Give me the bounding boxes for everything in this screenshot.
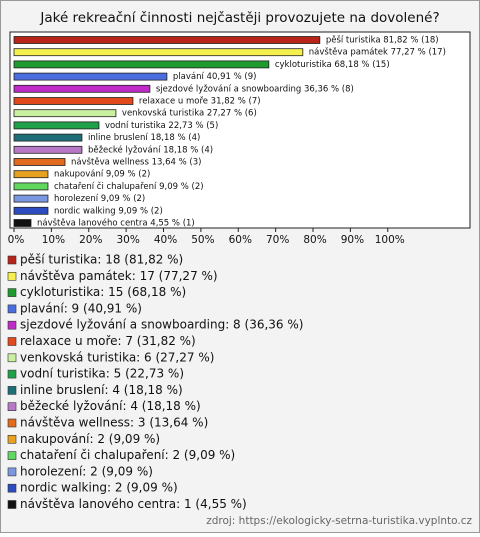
bar	[13, 60, 270, 69]
data-label: plavání 40,91 % (9)	[173, 72, 257, 82]
legend-label: sjezdové lyžování a snowboarding: 8 (36,…	[20, 318, 303, 332]
data-label: horolezení 9,09 % (2)	[54, 194, 145, 204]
data-label: relaxace u moře 31,82 % (7)	[139, 97, 261, 107]
legend-label: cykloturistika: 15 (68,18 %)	[20, 285, 186, 299]
legend-swatch	[7, 467, 17, 477]
data-label: sjezdové lyžování a snowboarding 36,36 %…	[156, 83, 354, 94]
x-tick-label: 50%	[191, 234, 214, 246]
bar	[13, 170, 49, 179]
legend-label: běžecké lyžování: 4 (18,18 %)	[20, 399, 201, 413]
legend-swatch	[7, 255, 17, 265]
legend-swatch	[7, 418, 17, 428]
data-label: inline bruslení 18,18 % (4)	[88, 133, 200, 143]
legend-swatch	[7, 483, 17, 493]
bar	[13, 194, 49, 203]
legend-swatch	[7, 369, 17, 379]
legend-swatch	[7, 353, 17, 363]
data-label: běžecké lyžování 18,18 % (4)	[88, 144, 213, 155]
legend-label: relaxace u moře: 7 (31,82 %)	[20, 334, 196, 348]
bar	[13, 206, 49, 215]
x-tick-label: 80%	[303, 234, 326, 246]
x-tick-label: 10%	[42, 234, 65, 246]
legend-swatch	[7, 320, 17, 330]
legend-label: nordic walking: 2 (9,09 %)	[20, 481, 178, 495]
bar	[13, 158, 66, 166]
legend-label: horolezení: 2 (9,09 %)	[20, 464, 153, 478]
bar	[13, 97, 134, 105]
bar	[13, 121, 100, 130]
legend-label: chataření či chalupaření: 2 (9,09 %)	[20, 448, 235, 462]
x-tick-label: 40%	[154, 234, 177, 246]
data-label: nordic walking 9,09 % (2)	[54, 206, 163, 216]
legend-swatch	[7, 434, 17, 444]
data-label: návštěva lanového centra 4,55 % (1)	[37, 218, 195, 229]
legend-label: návštěva památek: 17 (77,27 %)	[20, 269, 218, 283]
bar	[13, 84, 151, 93]
x-tick-label: 30%	[116, 234, 139, 246]
x-tick-label: 60%	[229, 234, 252, 246]
legend-label: vodní turistika: 5 (22,73 %)	[20, 367, 184, 381]
bar	[13, 145, 83, 154]
data-label: vodní turistika 22,73 % (5)	[105, 121, 218, 131]
legend-label: návštěva lanového centra: 1 (4,55 %)	[20, 497, 247, 511]
legend-label: venkovská turistika: 6 (27,27 %)	[20, 350, 214, 364]
bar	[13, 219, 32, 227]
legend-swatch	[7, 386, 17, 395]
x-tick-label: 0%	[8, 234, 25, 246]
x-tick-label: 70%	[266, 234, 289, 246]
bar	[13, 109, 117, 118]
legend-swatch	[7, 271, 17, 281]
legend-label: návštěva wellness: 3 (13,64 %)	[20, 416, 208, 430]
legend-label: nakupování: 2 (9,09 %)	[20, 432, 160, 446]
x-tick-label: 100%	[375, 234, 405, 246]
legend-swatch	[7, 451, 17, 460]
legend-swatch	[7, 304, 17, 314]
legend-label: plavání: 9 (40,91 %)	[20, 301, 142, 315]
chart-title: Jaké rekreační činnosti nejčastěji provo…	[39, 10, 439, 26]
legend-label: inline bruslení: 4 (18,18 %)	[20, 383, 183, 397]
x-tick-label: 90%	[341, 234, 364, 246]
data-label: návštěva památek 77,27 % (17)	[309, 47, 446, 58]
source: zdroj: https://ekologicky-setrna-turisti…	[206, 515, 472, 527]
data-label: chataření či chalupaření 9,09 % (2)	[54, 181, 204, 192]
legend-swatch	[7, 337, 17, 346]
bar	[13, 182, 49, 191]
legend-label: pěší turistika: 18 (81,82 %)	[20, 253, 183, 267]
legend-swatch	[7, 500, 17, 509]
bar	[13, 133, 83, 142]
legend-swatch	[7, 288, 17, 297]
data-label: venkovská turistika 27,27 % (6)	[122, 109, 257, 119]
data-label: návštěva wellness 13,64 % (3)	[71, 157, 202, 168]
legend-swatch	[7, 402, 17, 412]
data-label: pěší turistika 81,82 % (18)	[326, 35, 439, 46]
bar	[13, 36, 321, 44]
x-tick-label: 20%	[79, 234, 102, 246]
bar	[13, 48, 304, 57]
data-label: cykloturistika 68,18 % (15)	[275, 60, 390, 70]
data-label: nakupování 9,09 % (2)	[54, 170, 150, 180]
bar	[13, 72, 168, 81]
